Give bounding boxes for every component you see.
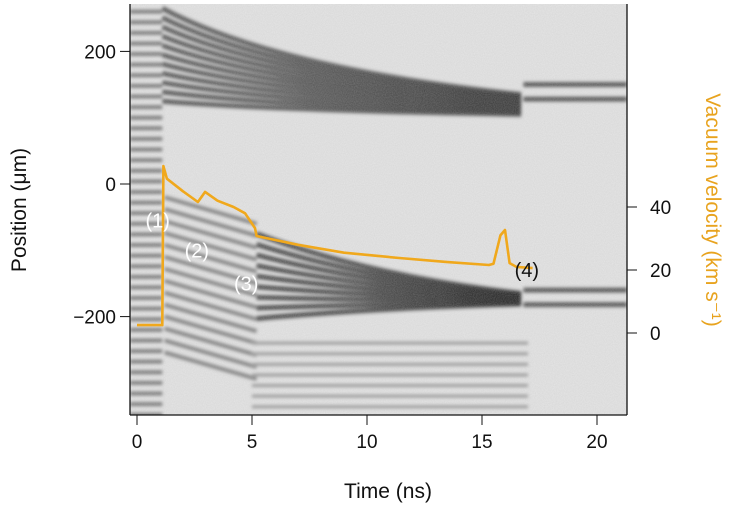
y-tick-label: 0 (105, 175, 116, 196)
y-tick-label: −200 (73, 308, 116, 329)
y2-axis-label: Vacuum velocity (km s⁻¹) (701, 93, 724, 327)
y-axis-label: Position (μm) (8, 148, 31, 272)
y2-tick-label: 20 (650, 261, 671, 282)
annotation-2: (2) (185, 240, 209, 262)
y2-tick-label: 40 (650, 198, 671, 219)
y-tick-label: 200 (84, 42, 116, 63)
velocity-line (137, 164, 533, 327)
streak-image (130, 4, 627, 415)
x-axis-label: Time (ns) (344, 480, 432, 503)
image-noise (130, 4, 627, 415)
x-tick-label: 5 (247, 432, 258, 453)
x-tick-label: 10 (356, 432, 377, 453)
x-tick-label: 20 (586, 432, 607, 453)
y2-tick-label: 0 (650, 324, 661, 345)
annotation-1: (1) (145, 210, 169, 232)
x-tick-label: 15 (471, 432, 492, 453)
x-tick-label: 0 (132, 432, 143, 453)
annotation-3: (3) (234, 273, 258, 295)
annotation-4: (4) (515, 260, 539, 282)
